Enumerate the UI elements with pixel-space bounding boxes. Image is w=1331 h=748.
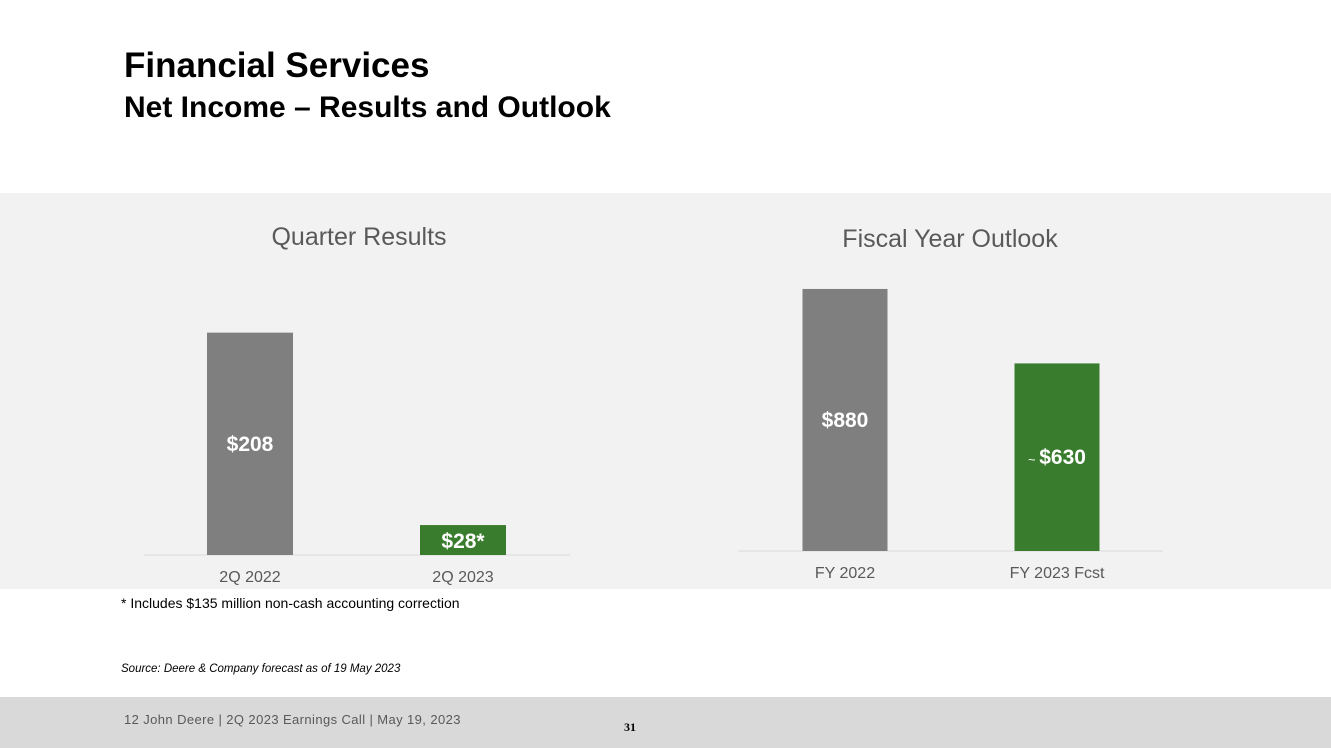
page-title: Financial Services [124, 46, 430, 85]
bar [420, 525, 506, 555]
category-label: FY 2022 [815, 565, 875, 582]
category-label: 2Q 2023 [432, 569, 493, 586]
bar [207, 332, 293, 555]
data-label: ~ $630 [1028, 446, 1086, 469]
data-label: $880 [822, 409, 869, 432]
bar [802, 288, 888, 551]
chart-title: Fiscal Year Outlook [842, 225, 1058, 253]
footnote: * Includes $135 million non-cash account… [121, 595, 460, 611]
charts-panel: Quarter Results $208 2Q 2022 $28* 2Q 2023 Fis… [0, 193, 1331, 589]
charts-svg: Quarter Results $208 2Q 2022 $28* 2Q 2023 Fis… [144, 223, 1163, 586]
chart-title: Quarter Results [271, 223, 446, 251]
page-subtitle: Net Income – Results and Outlook [124, 91, 611, 124]
source-note: Source: Deere & Company forecast as of 1… [121, 663, 401, 675]
footer-text: 12 John Deere | 2Q 2023 Earnings Call | … [124, 712, 461, 727]
footer-bar: 12 John Deere | 2Q 2023 Earnings Call | … [0, 697, 1331, 748]
bar [1014, 363, 1100, 551]
page-number: 31 [624, 720, 636, 734]
category-label: 2Q 2022 [219, 569, 280, 586]
category-label: FY 2023 Fcst [1010, 565, 1105, 582]
data-label: $208 [227, 433, 274, 456]
data-label: $28* [441, 530, 485, 553]
